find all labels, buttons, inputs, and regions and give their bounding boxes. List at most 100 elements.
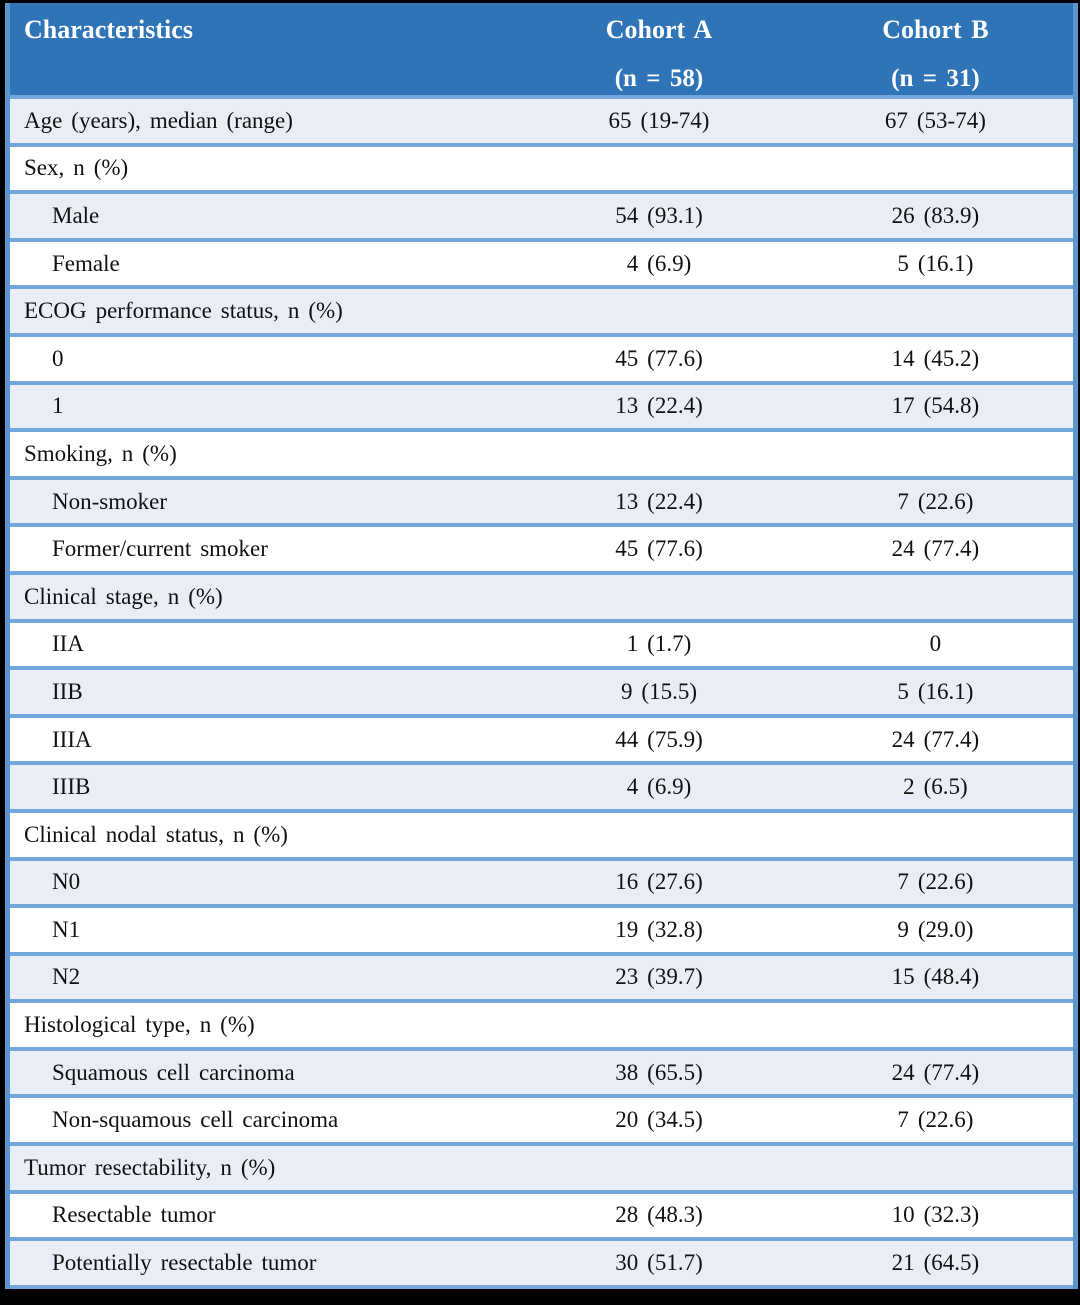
cohort-a-label: Cohort A <box>605 15 713 44</box>
row-label: 0 <box>7 334 521 385</box>
cohort-b-value: 7 (22.6) <box>797 1096 1076 1147</box>
row-label: Potentially resectable tumor <box>7 1239 521 1289</box>
cohort-b-value <box>797 144 1076 195</box>
table-row: Clinical nodal status, n (%) <box>7 810 1076 861</box>
cohort-b-value: 24 (77.4) <box>797 1048 1076 1099</box>
cohort-b-value: 10 (32.3) <box>797 1191 1076 1242</box>
table-row: N0 16 (27.6) 7 (22.6) <box>7 858 1076 909</box>
row-label: IIA <box>7 620 521 671</box>
cohort-b-value: 5 (16.1) <box>797 239 1076 290</box>
row-label: Sex, n (%) <box>7 144 521 195</box>
table-row: Age (years), median (range) 65 (19-74) 67 … <box>7 97 1076 147</box>
cohort-b-value: 7 (22.6) <box>797 858 1076 909</box>
cohort-b-value: 2 (6.5) <box>797 763 1076 813</box>
table-row: ECOG performance status, n (%) <box>7 287 1076 337</box>
table-row: IIA 1 (1.7) 0 <box>7 620 1076 671</box>
header-characteristics: Characteristics <box>7 3 521 99</box>
table-row: N2 23 (39.7) 15 (48.4) <box>7 953 1076 1004</box>
cohort-b-value: 26 (83.9) <box>797 192 1076 242</box>
table-row: N1 19 (32.8) 9 (29.0) <box>7 906 1076 956</box>
row-label: Male <box>7 192 521 242</box>
cohort-a-value: 38 (65.5) <box>520 1048 798 1099</box>
row-label: Clinical nodal status, n (%) <box>7 810 521 861</box>
cohort-b-value: 9 (29.0) <box>797 906 1076 956</box>
table-row: Non-smoker 13 (22.4) 7 (22.6) <box>7 477 1076 528</box>
cohort-b-value <box>797 810 1076 861</box>
cohort-a-value: 23 (39.7) <box>520 953 798 1004</box>
row-label: Squamous cell carcinoma <box>7 1048 521 1099</box>
table-row: IIIB 4 (6.9) 2 (6.5) <box>7 763 1076 813</box>
cohort-a-value: 13 (22.4) <box>520 382 798 433</box>
row-label: N2 <box>7 953 521 1004</box>
cohort-b-value: 5 (16.1) <box>797 668 1076 718</box>
patient-characteristics-table: Characteristics Cohort A (n = 58) Cohort… <box>5 3 1078 1289</box>
row-label: Histological type, n (%) <box>7 1001 521 1051</box>
table-row: Non-squamous cell carcinoma 20 (34.5) 7 (2… <box>7 1096 1076 1147</box>
cohort-b-value: 15 (48.4) <box>797 953 1076 1004</box>
table-row: Clinical stage, n (%) <box>7 572 1076 623</box>
row-label: Tumor resectability, n (%) <box>7 1144 521 1194</box>
table-row: Smoking, n (%) <box>7 430 1076 480</box>
header-cohort-a: Cohort A (n = 58) <box>520 3 798 99</box>
cohort-a-value: 44 (75.9) <box>520 715 798 766</box>
row-label: Former/current smoker <box>7 525 521 575</box>
cohort-a-value: 54 (93.1) <box>520 192 798 242</box>
cohort-b-value <box>797 430 1076 480</box>
row-label: Non-squamous cell carcinoma <box>7 1096 521 1147</box>
row-label: Resectable tumor <box>7 1191 521 1242</box>
cohort-a-value <box>520 144 798 195</box>
cohort-a-value <box>520 1001 798 1051</box>
cohort-b-value: 14 (45.2) <box>797 334 1076 385</box>
table-row: Potentially resectable tumor 30 (51.7) 21 … <box>7 1239 1076 1289</box>
table-row: IIB 9 (15.5) 5 (16.1) <box>7 668 1076 718</box>
cohort-a-n: (n = 58) <box>614 65 704 92</box>
cohort-b-value: 67 (53-74) <box>797 97 1076 147</box>
row-label: IIIB <box>7 763 521 813</box>
table-row: Sex, n (%) <box>7 144 1076 195</box>
cohort-b-value <box>797 1001 1076 1051</box>
header-row: Characteristics Cohort A (n = 58) Cohort… <box>7 3 1076 99</box>
cohort-b-n: (n = 31) <box>891 65 980 92</box>
table-row: Squamous cell carcinoma 38 (65.5) 24 (77.4… <box>7 1048 1076 1099</box>
cohort-a-value: 13 (22.4) <box>520 477 798 528</box>
table-row: 0 45 (77.6) 14 (45.2) <box>7 334 1076 385</box>
cohort-a-value: 28 (48.3) <box>520 1191 798 1242</box>
table-row: 1 13 (22.4) 17 (54.8) <box>7 382 1076 433</box>
cohort-a-value: 9 (15.5) <box>520 668 798 718</box>
cohort-a-value: 30 (51.7) <box>520 1239 798 1289</box>
cohort-a-value: 65 (19-74) <box>520 97 798 147</box>
row-label: IIIA <box>7 715 521 766</box>
row-label: Smoking, n (%) <box>7 430 521 480</box>
cohort-b-value <box>797 572 1076 623</box>
row-label: N0 <box>7 858 521 909</box>
cohort-a-value: 16 (27.6) <box>520 858 798 909</box>
cohort-a-value <box>520 810 798 861</box>
row-label: N1 <box>7 906 521 956</box>
cohort-b-value: 7 (22.6) <box>797 477 1076 528</box>
row-label: Non-smoker <box>7 477 521 528</box>
row-label: IIB <box>7 668 521 718</box>
cohort-a-value: 4 (6.9) <box>520 763 798 813</box>
cohort-b-value <box>797 1144 1076 1194</box>
cohort-a-value: 19 (32.8) <box>520 906 798 956</box>
cohort-a-value <box>520 1144 798 1194</box>
header-cohort-b: Cohort B (n = 31) <box>797 3 1076 99</box>
cohort-a-value <box>520 287 798 337</box>
table-row: IIIA 44 (75.9) 24 (77.4) <box>7 715 1076 766</box>
cohort-b-value <box>797 287 1076 337</box>
table-row: Female 4 (6.9) 5 (16.1) <box>7 239 1076 290</box>
table-row: Resectable tumor 28 (48.3) 10 (32.3) <box>7 1191 1076 1242</box>
cohort-b-value: 0 <box>797 620 1076 671</box>
table-row: Male 54 (93.1) 26 (83.9) <box>7 192 1076 242</box>
row-label: Female <box>7 239 521 290</box>
cohort-b-value: 21 (64.5) <box>797 1239 1076 1289</box>
cohort-b-value: 17 (54.8) <box>797 382 1076 433</box>
row-label: Clinical stage, n (%) <box>7 572 521 623</box>
cohort-a-value <box>520 572 798 623</box>
row-label: ECOG performance status, n (%) <box>7 287 521 337</box>
cohort-b-value: 24 (77.4) <box>797 715 1076 766</box>
table-body: Age (years), median (range) 65 (19-74) 67 … <box>7 97 1076 1289</box>
cohort-a-value: 4 (6.9) <box>520 239 798 290</box>
cohort-b-value: 24 (77.4) <box>797 525 1076 575</box>
